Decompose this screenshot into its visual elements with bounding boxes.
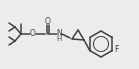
Text: F: F <box>114 45 119 54</box>
Text: N: N <box>56 28 62 37</box>
Text: H: H <box>56 36 62 42</box>
Text: O: O <box>45 16 51 26</box>
Text: O: O <box>30 30 36 39</box>
